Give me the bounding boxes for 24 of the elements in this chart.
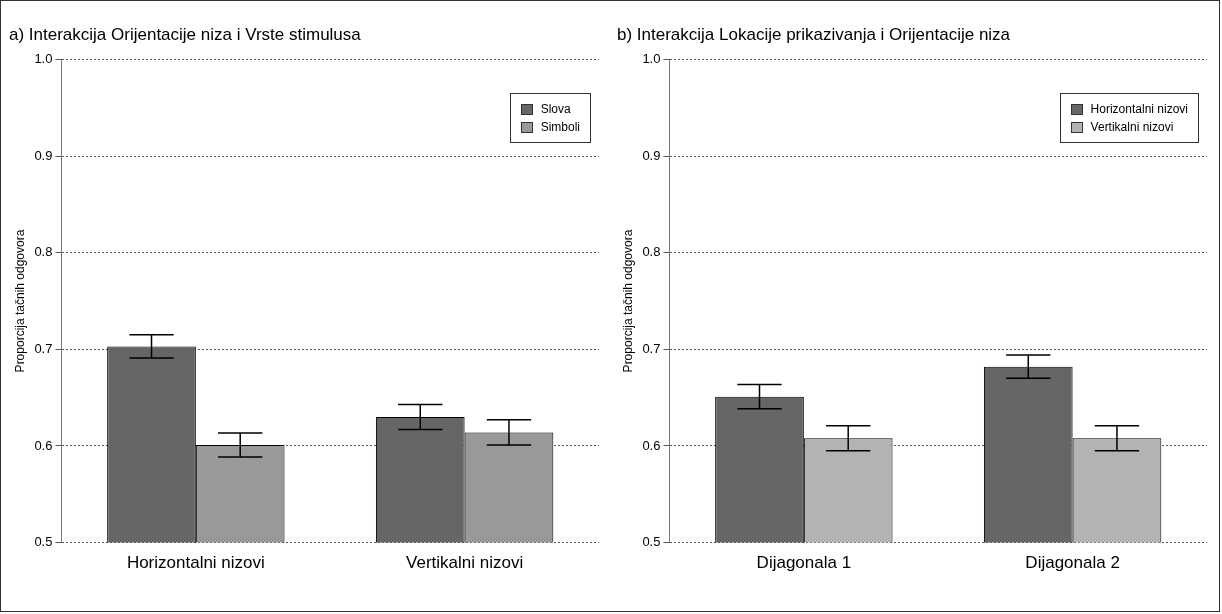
- x-tick-label: Dijagonala 1: [756, 553, 852, 573]
- y-tick-label: 0.5: [642, 534, 661, 550]
- y-tick-label: 0.5: [34, 534, 53, 550]
- y-axis-title: Proporcija tačnih odgovora: [12, 229, 27, 373]
- y-tick-label: 0.6: [34, 437, 53, 453]
- y-tick-label: 0.8: [642, 244, 661, 260]
- legend-label: Vertikalni nizovi: [1090, 119, 1174, 136]
- y-tick-label: 0.9: [34, 147, 53, 163]
- x-tick-label: Dijagonala 2: [1025, 553, 1120, 573]
- x-tick-label: Vertikalni nizovi: [406, 553, 524, 573]
- y-axis-title: Proporcija tačnih odgovora: [620, 229, 635, 373]
- x-tick-label: Horizontalni nizovi: [126, 553, 265, 573]
- y-tick-label: 0.8: [34, 244, 53, 260]
- legend-label: Slova: [540, 101, 571, 118]
- y-tick-label: 1.0: [642, 50, 661, 66]
- y-tick-label: 0.7: [642, 340, 661, 356]
- y-tick-label: 0.7: [34, 340, 53, 356]
- legend-label: Horizontalni nizovi: [1090, 101, 1188, 118]
- y-tick-label: 0.6: [642, 437, 661, 453]
- chart-title: b) Interakcija Lokacije prikazivanja i Orijentacije niza: [617, 24, 1011, 44]
- legend-label: Simboli: [540, 119, 580, 136]
- y-tick-label: 0.9: [642, 147, 661, 163]
- chart-title: a) Interakcija Orijentacije niza i Vrste stimulusa: [9, 24, 362, 44]
- y-tick-label: 1.0: [34, 50, 53, 66]
